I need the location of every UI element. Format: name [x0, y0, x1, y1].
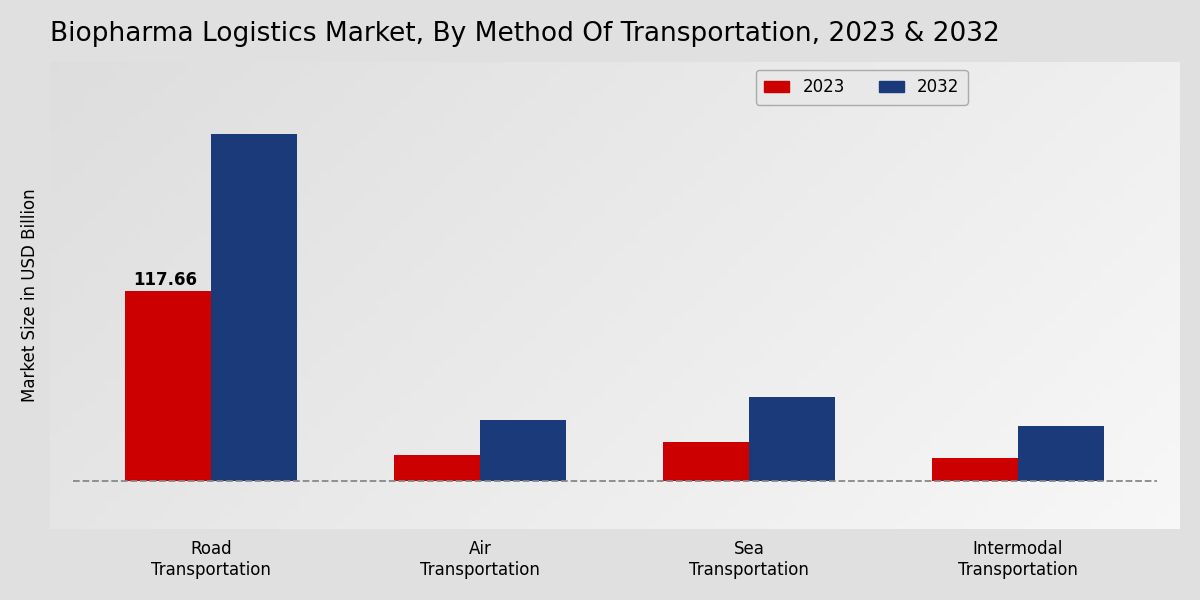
- Legend: 2023, 2032: 2023, 2032: [756, 70, 967, 104]
- Bar: [211, 134, 298, 481]
- Bar: [394, 455, 480, 481]
- Y-axis label: Market Size in USD Billion: Market Size in USD Billion: [20, 188, 38, 402]
- Bar: [932, 458, 1018, 481]
- Bar: [749, 397, 835, 481]
- Text: Biopharma Logistics Market, By Method Of Transportation, 2023 & 2032: Biopharma Logistics Market, By Method Of…: [50, 21, 1000, 47]
- Bar: [125, 291, 211, 481]
- Bar: [1018, 426, 1104, 481]
- Text: 117.66: 117.66: [133, 271, 197, 289]
- Bar: [480, 419, 566, 481]
- Bar: [662, 442, 749, 481]
